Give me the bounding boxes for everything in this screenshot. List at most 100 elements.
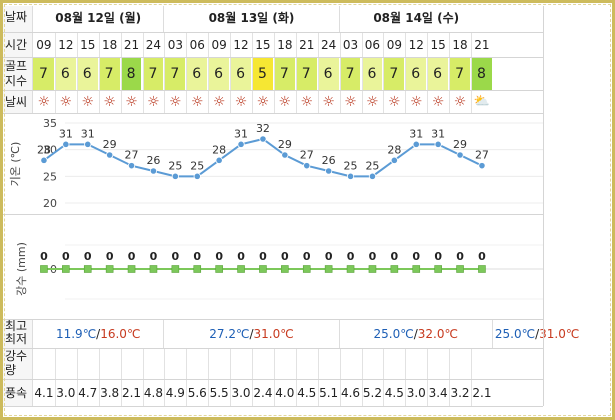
wind-row-label: 풍속 bbox=[3, 380, 33, 406]
time-cell: 09 bbox=[211, 38, 227, 52]
temp-point bbox=[171, 172, 179, 180]
minmax-cell: 27.2℃/31.0℃ bbox=[164, 320, 340, 348]
time-cell: 24 bbox=[145, 38, 162, 52]
column-divider bbox=[449, 58, 451, 90]
temp-point bbox=[390, 156, 398, 164]
rain-point bbox=[40, 265, 48, 273]
temp-tick-label: 25 bbox=[43, 170, 57, 183]
time-row: 시간 09 12 15 18 21 24 03 06 09 12 15 18 21 24 03 06 09 12 1… bbox=[3, 33, 543, 57]
time-cell: 12 bbox=[408, 38, 424, 52]
column-divider bbox=[76, 380, 78, 406]
rain-point bbox=[302, 265, 311, 273]
max-temp: 32.0℃ bbox=[417, 327, 458, 341]
temp-point bbox=[237, 140, 245, 148]
minmax-separator: / bbox=[535, 327, 540, 341]
column-divider bbox=[186, 91, 188, 113]
column-divider bbox=[186, 33, 188, 57]
rain-data-label: 0 bbox=[128, 250, 136, 263]
sun-icon: ☼ bbox=[125, 94, 138, 110]
column-divider bbox=[98, 58, 100, 90]
date-cell: 08월 14일 (수) bbox=[373, 11, 460, 25]
temp-point bbox=[84, 140, 92, 148]
golf-index-cell: 6 bbox=[361, 58, 384, 90]
column-divider bbox=[164, 58, 166, 90]
column-divider bbox=[142, 349, 144, 379]
minmax-label-1: 최고 bbox=[5, 320, 28, 333]
column-divider bbox=[208, 58, 210, 90]
rain-point bbox=[62, 265, 70, 273]
rain-point bbox=[259, 265, 267, 273]
time-cell: 06 bbox=[364, 38, 381, 52]
sun-icon: ☼ bbox=[169, 94, 182, 110]
column-divider bbox=[186, 380, 188, 406]
rain-point bbox=[368, 265, 377, 273]
golf-index-cell: 6 bbox=[76, 58, 99, 90]
rain-point bbox=[105, 265, 114, 273]
column-divider bbox=[230, 91, 232, 113]
column-divider bbox=[252, 349, 253, 379]
column-divider bbox=[361, 33, 363, 57]
golf-index-cell: 7 bbox=[449, 58, 471, 90]
wind-cell: 3.4 bbox=[428, 386, 448, 400]
temp-data-label: 32 bbox=[256, 122, 270, 135]
temp-data-label: 31 bbox=[81, 127, 95, 140]
wind-cell: 4.5 bbox=[297, 386, 317, 400]
time-cell: 09 bbox=[36, 38, 52, 52]
column-divider bbox=[383, 58, 385, 90]
golf-index-cell: 7 bbox=[98, 58, 121, 90]
column-divider bbox=[252, 58, 253, 90]
temp-point bbox=[368, 172, 377, 180]
max-temp: 16.0℃ bbox=[100, 327, 141, 341]
column-divider bbox=[76, 349, 78, 379]
wind-cell: 4.6 bbox=[340, 386, 361, 400]
column-divider bbox=[273, 91, 275, 113]
sun-icon: ☼ bbox=[256, 94, 270, 110]
minmax-label-2: 최저 bbox=[5, 332, 28, 346]
sun-icon: ☼ bbox=[59, 94, 73, 110]
column-divider bbox=[98, 349, 100, 379]
golf-index-cell: 8 bbox=[120, 58, 143, 90]
time-row-label: 시간 bbox=[3, 33, 33, 57]
rain-point bbox=[324, 265, 333, 273]
time-cell: 12 bbox=[233, 38, 249, 52]
temp-axis-label: 기온 (℃) bbox=[9, 142, 22, 187]
wind-cell: 4.5 bbox=[384, 386, 404, 400]
golf-index-cell: 7 bbox=[164, 58, 187, 90]
column-divider bbox=[98, 380, 100, 406]
column-divider bbox=[76, 91, 78, 113]
rain-data-label: 0 bbox=[369, 250, 377, 263]
sun-icon: ☼ bbox=[431, 94, 445, 110]
sun-icon: ☼ bbox=[81, 94, 95, 110]
minmax-row-label: 최고 최저 bbox=[3, 320, 33, 348]
wind-cell: 3.0 bbox=[406, 386, 426, 400]
golf-index-cell: 7 bbox=[33, 58, 55, 90]
temp-point bbox=[149, 167, 158, 175]
temp-data-label: 27 bbox=[475, 149, 489, 162]
weather-row: 날씨 ☼ ☼ ☼ ☼ ☼ ☼ ☼ ☼ ☼ ☼ ☼ ☼ ☼ ☼ ☼ ☼ ☼ ☼ ☼ ☼ ⛅ bbox=[3, 91, 543, 113]
sun-icon: ☼ bbox=[300, 94, 314, 110]
rain-point bbox=[478, 265, 486, 273]
temp-point bbox=[193, 172, 201, 180]
time-cell: 03 bbox=[167, 38, 183, 52]
column-divider bbox=[405, 33, 407, 57]
rain-data-label: 0 bbox=[281, 250, 289, 263]
rain-data-label: 0 bbox=[478, 250, 486, 263]
golf-index-label-2: 지수 bbox=[5, 74, 28, 88]
golf-index-cell: 6 bbox=[427, 58, 450, 90]
rain-point bbox=[434, 265, 442, 273]
rain-data-label: 0 bbox=[62, 250, 70, 263]
temp-point bbox=[127, 162, 136, 170]
temp-point bbox=[215, 156, 223, 164]
golf-index-cell: 7 bbox=[339, 58, 362, 90]
rain-data-label: 0 bbox=[84, 250, 92, 263]
column-divider bbox=[230, 58, 232, 90]
sun-icon: ☼ bbox=[103, 94, 116, 110]
column-divider bbox=[427, 58, 429, 90]
rain-point bbox=[281, 265, 289, 273]
golf-index-cell: 6 bbox=[54, 58, 77, 90]
minmax-separator: / bbox=[96, 327, 101, 341]
wind-cell: 2.1 bbox=[121, 386, 142, 400]
column-divider bbox=[142, 91, 144, 113]
